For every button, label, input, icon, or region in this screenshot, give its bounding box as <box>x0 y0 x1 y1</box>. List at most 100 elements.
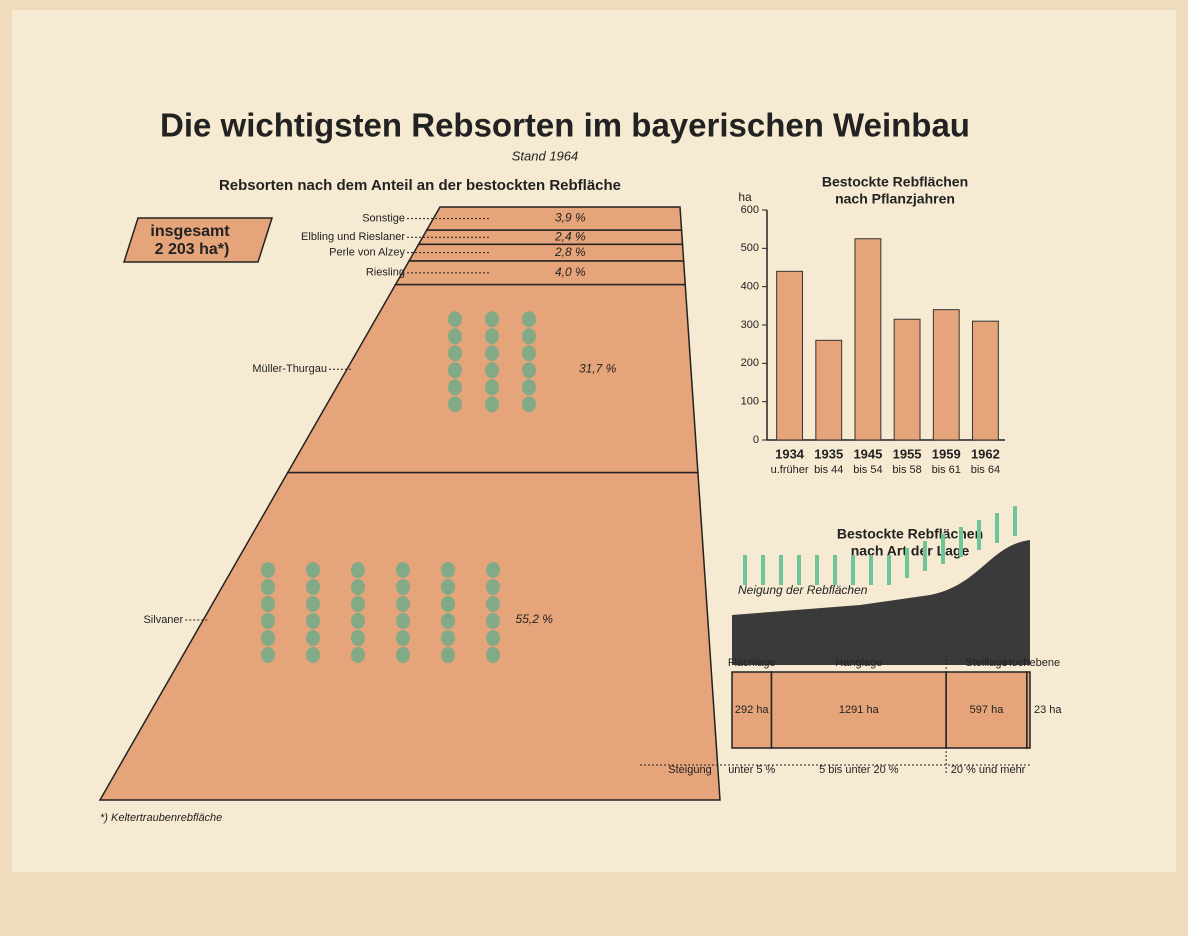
vine <box>306 646 320 663</box>
bar-title: Bestockte Rebflächen <box>822 174 968 190</box>
x-tick-label: 1955 <box>893 446 922 461</box>
y-tick-label: 600 <box>741 204 759 216</box>
vine <box>448 345 462 362</box>
bar <box>971 320 999 441</box>
segment <box>417 229 684 246</box>
vine <box>441 629 455 646</box>
vine <box>485 362 499 379</box>
category-label: Elbling und Rieslaner <box>301 231 405 243</box>
vine <box>486 612 500 629</box>
vine <box>351 578 365 595</box>
value-label: 55,2 % <box>516 612 554 626</box>
vine <box>448 328 462 345</box>
vine <box>485 396 499 413</box>
x-tick-label: 1935 <box>814 446 843 461</box>
vine <box>396 561 410 578</box>
vine <box>261 629 275 646</box>
vine <box>306 595 320 612</box>
slope-group: 5 bis unter 20 % <box>819 764 899 776</box>
vine <box>441 561 455 578</box>
slope-group: unter 5 % <box>728 764 775 776</box>
x-tick-label: 1959 <box>932 446 961 461</box>
vine <box>351 595 365 612</box>
slope-label: Steigung <box>668 764 711 776</box>
x-tick-sublabel: bis 54 <box>853 464 882 476</box>
category-label: Silvaner <box>143 614 183 626</box>
vine <box>441 612 455 629</box>
vine <box>522 362 536 379</box>
bar <box>854 238 882 441</box>
category-label: Steillage <box>965 657 1007 669</box>
vine <box>522 379 536 396</box>
vine <box>261 578 275 595</box>
category-label: Riesling <box>366 267 405 279</box>
vine <box>441 578 455 595</box>
terrain <box>732 540 1030 665</box>
segment <box>945 671 1028 749</box>
slope-group: 20 % und mehr <box>951 764 1026 776</box>
x-tick-label: 1945 <box>853 446 882 461</box>
x-tick-sublabel: bis 58 <box>892 464 921 476</box>
vine <box>441 646 455 663</box>
vine <box>261 561 275 578</box>
x-tick-sublabel: u.früher <box>771 464 809 476</box>
vine <box>351 629 365 646</box>
vine <box>306 578 320 595</box>
total-prefix: insgesamt <box>150 223 230 240</box>
category-label: Hanglage <box>835 657 882 669</box>
category-label: Sonstige <box>362 212 405 224</box>
vine <box>261 646 275 663</box>
y-tick-label: 0 <box>753 434 759 446</box>
vine <box>486 578 500 595</box>
vine <box>485 311 499 328</box>
total: 2 203 ha*) <box>155 241 230 258</box>
vine <box>522 345 536 362</box>
segment <box>407 243 685 262</box>
segment <box>394 260 687 286</box>
y-tick-label: 300 <box>741 319 759 331</box>
vine <box>441 595 455 612</box>
vine <box>306 561 320 578</box>
vine <box>396 595 410 612</box>
vine <box>306 612 320 629</box>
vine <box>351 561 365 578</box>
vine <box>448 396 462 413</box>
vine <box>486 561 500 578</box>
value-label: 292 ha <box>735 704 770 716</box>
vine <box>486 646 500 663</box>
y-tick-label: 400 <box>741 281 759 293</box>
x-tick-label: 1934 <box>775 446 805 461</box>
segment <box>731 671 773 749</box>
y-tick-label: 100 <box>741 396 759 408</box>
value-label: 1291 ha <box>839 704 880 716</box>
vine <box>396 612 410 629</box>
vine <box>522 328 536 345</box>
title: Die wichtigsten Rebsorten im bayerischen… <box>160 107 970 144</box>
value-label: 4,0 % <box>555 265 586 279</box>
vine <box>485 345 499 362</box>
vine <box>522 396 536 413</box>
x-tick-sublabel: bis 44 <box>814 464 843 476</box>
bar <box>776 270 804 441</box>
vine <box>448 379 462 396</box>
segment <box>98 471 721 801</box>
strip-title: Bestockte Rebflächen <box>837 526 983 542</box>
value-label: 31,7 % <box>579 361 617 375</box>
value-label: 2,8 % <box>554 245 586 259</box>
x-tick-sublabel: bis 64 <box>971 464 1000 476</box>
y-tick-label: 500 <box>741 242 759 254</box>
vine <box>522 311 536 328</box>
x-tick-label: 1962 <box>971 446 1000 461</box>
vine <box>351 612 365 629</box>
bar-title: nach Pflanzjahren <box>835 191 955 207</box>
y-tick-label: 200 <box>741 357 759 369</box>
vine <box>306 629 320 646</box>
category-label: Müller-Thurgau <box>252 363 327 375</box>
total-box <box>122 217 274 263</box>
bar <box>815 339 843 441</box>
y-axis-label: ha <box>738 190 752 204</box>
bar <box>932 309 960 441</box>
funnel-title: Rebsorten nach dem Anteil an der bestock… <box>219 177 621 194</box>
vine <box>396 578 410 595</box>
